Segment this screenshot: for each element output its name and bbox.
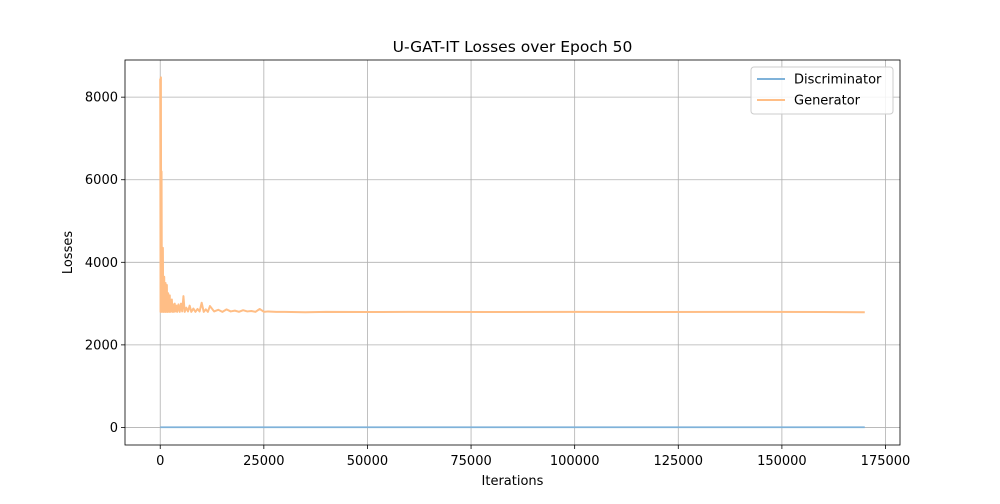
y-tick-label: 4000 (85, 256, 118, 271)
x-axis-label: Iterations (482, 474, 544, 489)
legend-label-discriminator: Discriminator (794, 73, 882, 88)
legend: Discriminator Generator (750, 66, 894, 115)
x-tick-label: 50000 (347, 454, 388, 469)
legend-box (750, 66, 894, 115)
plot-frame (124, 59, 901, 446)
y-tick-label: 6000 (85, 173, 118, 188)
y-tick-label: 8000 (85, 91, 118, 106)
x-tick-label: 25000 (243, 454, 284, 469)
grid (125, 60, 900, 445)
y-axis-label: Losses (61, 231, 76, 275)
x-tick-label: 75000 (450, 454, 491, 469)
x-tick-label: 0 (156, 454, 164, 469)
y-tick-label: 2000 (85, 338, 118, 353)
axis-ticks: 0 25000 50000 75000 100000 125000 150000 175000… (85, 91, 910, 469)
chart-title: U-GAT-IT Losses over Epoch 50 (393, 38, 633, 56)
x-tick-label: 100000 (550, 454, 600, 469)
x-tick-label: 125000 (653, 454, 703, 469)
series-lines (159, 76, 865, 429)
series-line-generator (159, 76, 865, 314)
y-tick-label: 0 (110, 421, 118, 436)
legend-label-generator: Generator (794, 94, 861, 109)
x-tick-label: 175000 (861, 454, 911, 469)
x-tick-label: 150000 (757, 454, 807, 469)
